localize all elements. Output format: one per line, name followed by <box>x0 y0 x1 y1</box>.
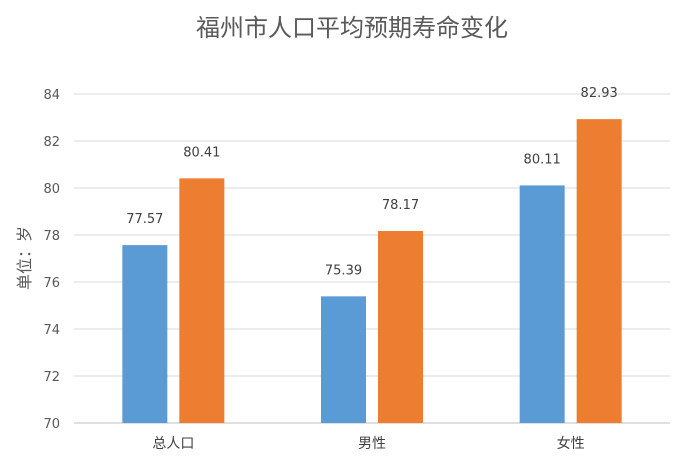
y-tick-label: 74 <box>43 323 60 338</box>
y-tick-label: 78 <box>43 229 60 244</box>
data-labels: 77.57 80.41 75.39 78.17 80.11 82.93 <box>126 86 618 278</box>
bar <box>378 231 423 423</box>
bar <box>576 119 622 424</box>
bar <box>122 245 168 423</box>
x-category-label: 女性 <box>557 435 585 452</box>
x-axis-categories: 总人口 男性 女性 <box>152 435 584 452</box>
gridlines <box>74 93 670 424</box>
bar <box>321 296 366 423</box>
data-label: 80.41 <box>183 145 220 160</box>
data-label: 75.39 <box>325 263 362 278</box>
x-category-label: 男性 <box>358 436 386 452</box>
y-tick-label: 76 <box>43 276 60 291</box>
data-label: 78.17 <box>382 198 419 213</box>
y-tick-label: 70 <box>43 417 60 432</box>
y-tick-label: 72 <box>43 370 60 385</box>
y-axis-label: 单位：岁 <box>15 226 34 290</box>
x-category-label: 总人口 <box>152 436 194 452</box>
y-tick-label: 84 <box>43 88 60 103</box>
bar <box>519 185 565 423</box>
y-tick-label: 82 <box>43 135 60 150</box>
y-tick-label: 80 <box>43 182 60 197</box>
data-label: 80.11 <box>524 152 561 167</box>
bar <box>179 178 225 423</box>
data-label: 77.57 <box>126 212 163 227</box>
y-axis-ticks: 70 72 74 76 78 80 82 84 <box>43 88 60 432</box>
bars <box>122 119 622 424</box>
chart-title: 福州市人口平均预期寿命变化 <box>196 14 508 42</box>
data-label: 82.93 <box>581 86 618 101</box>
